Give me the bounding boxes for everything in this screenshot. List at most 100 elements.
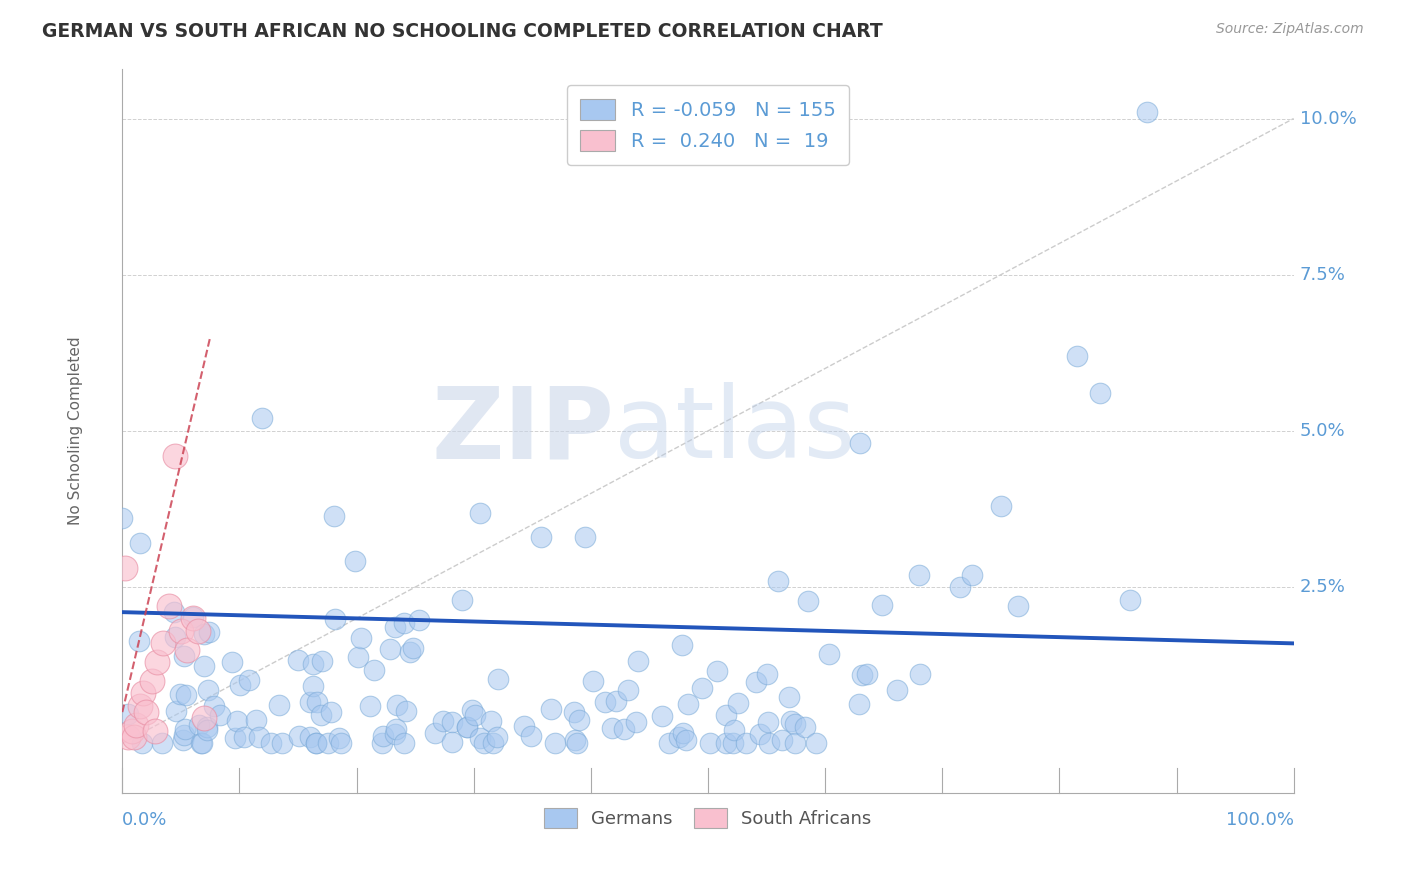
Point (323, 611, 346, 625)
Point (208, 707, 231, 722)
Point (470, 731, 492, 745)
Point (298, 730, 321, 744)
Point (574, 530, 596, 544)
Point (128, 536, 150, 550)
Point (384, 620, 406, 634)
Point (870, 598, 893, 612)
Point (690, 681, 713, 695)
Point (451, 593, 474, 607)
Text: No Schooling Completed: No Schooling Completed (67, 336, 83, 525)
Point (706, 664, 728, 678)
Point (198, 625, 221, 640)
Point (908, 567, 931, 582)
Point (408, 613, 430, 627)
Point (301, 657, 323, 671)
Point (817, 647, 839, 661)
Point (111, 511, 134, 525)
Point (316, 736, 339, 750)
Point (723, 723, 745, 738)
Point (132, 686, 155, 700)
Point (202, 698, 225, 713)
Point (125, 717, 148, 731)
Legend: Germans, South Africans: Germans, South Africans (537, 801, 879, 835)
Point (176, 642, 198, 657)
Point (626, 714, 648, 729)
Point (117, 707, 139, 722)
Text: 7.5%: 7.5% (1299, 266, 1346, 284)
Point (658, 736, 681, 750)
Point (191, 736, 214, 750)
Point (141, 673, 163, 688)
Point (797, 594, 820, 608)
Point (378, 642, 401, 657)
Point (245, 713, 267, 727)
Point (886, 682, 908, 697)
Point (723, 736, 745, 750)
Point (121, 723, 143, 738)
Point (785, 736, 807, 750)
Point (347, 649, 370, 664)
Point (770, 732, 793, 747)
Point (806, 736, 828, 750)
Point (678, 697, 700, 711)
Point (193, 711, 215, 725)
Point (193, 627, 215, 641)
Point (394, 616, 416, 631)
Point (373, 730, 395, 744)
Point (714, 736, 737, 750)
Point (190, 736, 212, 750)
Point (617, 682, 640, 697)
Point (848, 697, 870, 711)
Point (174, 689, 197, 703)
Point (224, 731, 246, 745)
Point (221, 656, 243, 670)
Point (675, 733, 697, 747)
Point (385, 722, 408, 736)
Point (672, 725, 695, 739)
Text: 5.0%: 5.0% (1299, 422, 1346, 440)
Point (229, 678, 252, 692)
Point (544, 736, 567, 750)
Point (716, 708, 738, 723)
Point (173, 722, 195, 736)
Point (519, 729, 541, 743)
Point (748, 727, 770, 741)
Point (460, 703, 482, 717)
Point (441, 735, 464, 749)
Point (402, 640, 425, 655)
Point (271, 736, 294, 750)
Point (593, 694, 616, 708)
Point (793, 720, 815, 734)
Point (481, 736, 503, 750)
Point (626, 653, 648, 667)
Point (990, 499, 1012, 513)
Point (193, 659, 215, 673)
Point (288, 730, 311, 744)
Point (287, 653, 309, 667)
Text: 2.5%: 2.5% (1299, 578, 1346, 596)
Point (157, 599, 180, 613)
Point (232, 730, 254, 744)
Point (778, 690, 800, 704)
Point (849, 436, 872, 450)
Point (530, 530, 553, 544)
Point (600, 721, 623, 735)
Point (247, 731, 270, 745)
Point (135, 705, 157, 719)
Point (128, 633, 150, 648)
Point (302, 679, 325, 693)
Point (188, 718, 211, 732)
Point (582, 673, 605, 688)
Point (163, 630, 186, 644)
Point (195, 723, 218, 737)
Point (165, 704, 187, 718)
Point (456, 720, 478, 734)
Point (371, 736, 394, 750)
Point (1007, 599, 1029, 613)
Point (1118, 592, 1140, 607)
Point (143, 723, 166, 738)
Point (768, 574, 790, 588)
Point (350, 631, 373, 645)
Point (163, 449, 186, 463)
Point (479, 714, 502, 728)
